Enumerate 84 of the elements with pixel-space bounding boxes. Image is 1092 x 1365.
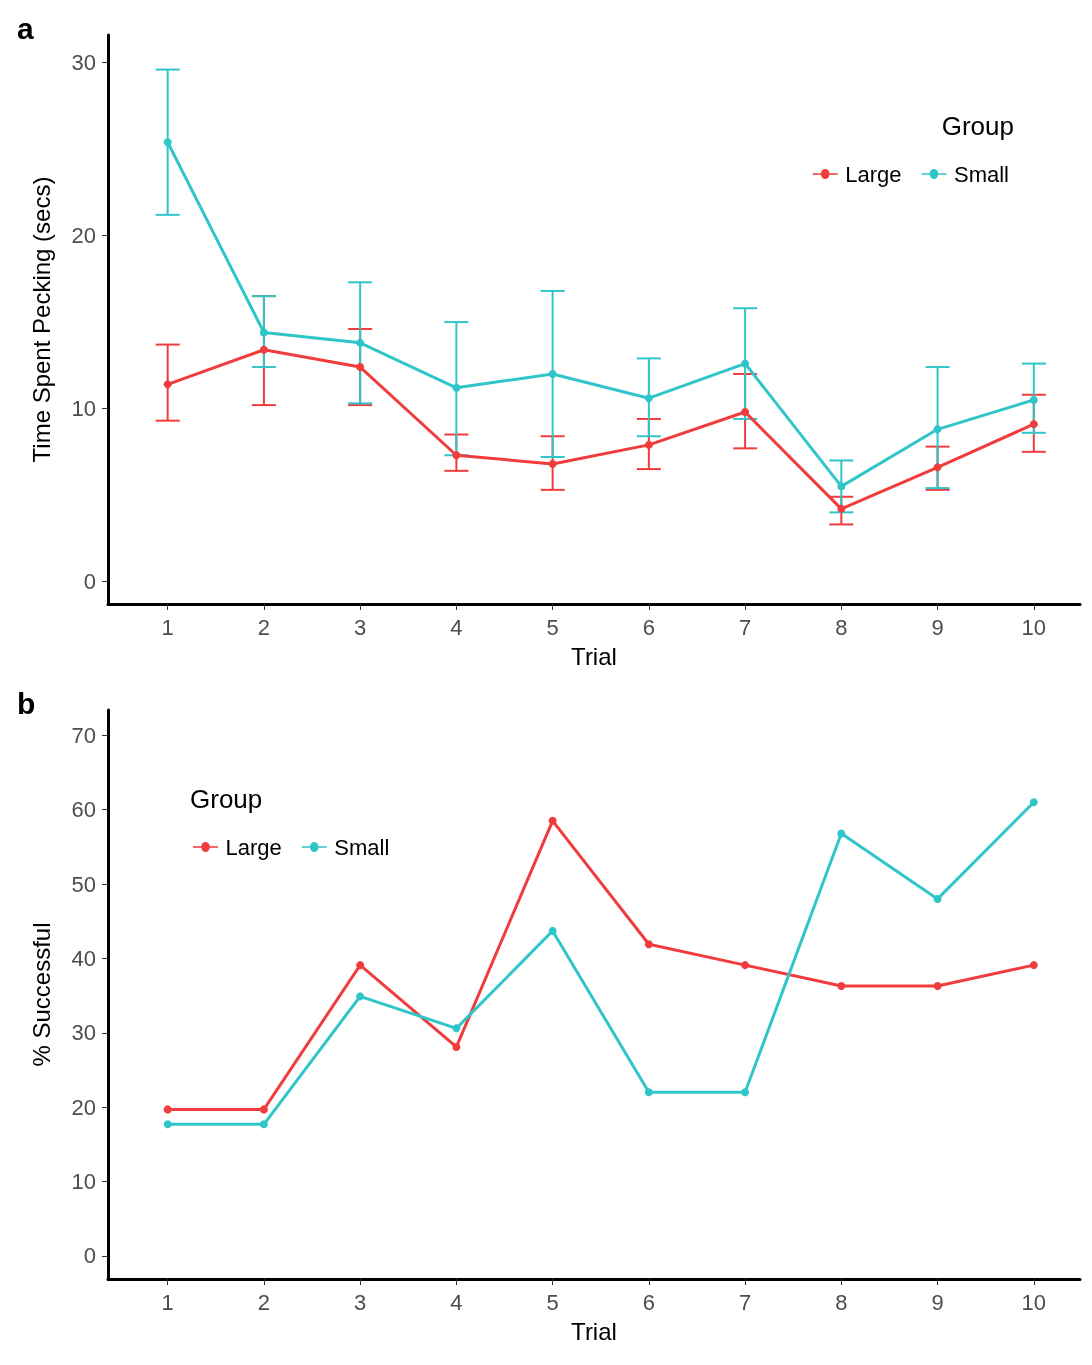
- point: [741, 1088, 750, 1097]
- y-tick-label: 0: [83, 569, 96, 595]
- x-tick-label: 10: [1021, 1289, 1047, 1315]
- point: [452, 451, 461, 460]
- point: [259, 1120, 268, 1129]
- x-tick-label: 7: [738, 1289, 752, 1315]
- x-tick-label: 10: [1021, 614, 1047, 640]
- x-tick-label: 3: [354, 1289, 367, 1315]
- x-tick-label: 6: [642, 614, 655, 640]
- point: [1029, 420, 1038, 429]
- y-axis-title: % Successful: [27, 922, 55, 1067]
- point: [163, 1120, 172, 1129]
- chart-title: b: [17, 686, 36, 720]
- point: [1029, 395, 1038, 404]
- y-tick-label: 40: [71, 945, 96, 971]
- y-tick-label: 10: [71, 1169, 96, 1195]
- point: [741, 961, 750, 970]
- legend-label: Small: [334, 834, 390, 860]
- y-tick-label: 30: [71, 50, 96, 76]
- x-axis-title: Trial: [571, 642, 617, 670]
- x-tick-label: 1: [161, 1289, 174, 1315]
- x-tick-label: 4: [450, 614, 463, 640]
- point: [452, 1024, 461, 1033]
- chart-title: a: [17, 11, 34, 45]
- point: [356, 961, 365, 970]
- x-tick-label: 9: [931, 1289, 944, 1315]
- point: [163, 380, 172, 389]
- x-tick-label: 2: [257, 1289, 271, 1315]
- y-tick-label: 50: [71, 871, 96, 897]
- y-tick-label: 30: [71, 1020, 96, 1046]
- point: [1029, 961, 1038, 970]
- x-tick-label: 4: [450, 1289, 463, 1315]
- x-tick-label: 3: [354, 614, 367, 640]
- point: [259, 1105, 268, 1114]
- x-tick-label: 8: [835, 1289, 848, 1315]
- point: [933, 463, 942, 472]
- y-tick-label: 70: [71, 722, 96, 748]
- point: [644, 1088, 653, 1097]
- point: [837, 504, 846, 513]
- x-tick-label: 9: [931, 614, 944, 640]
- point: [259, 345, 268, 354]
- x-tick-label: 2: [257, 614, 271, 640]
- legend-title: Group: [190, 784, 263, 814]
- point: [548, 926, 557, 935]
- y-axis-title: Time Spent Pecking (secs): [27, 176, 55, 463]
- point: [356, 338, 365, 347]
- point: [741, 359, 750, 368]
- point: [163, 1105, 172, 1114]
- point: [452, 383, 461, 392]
- point: [933, 981, 942, 990]
- y-tick-label: 60: [71, 797, 96, 823]
- point: [548, 459, 557, 468]
- point: [163, 138, 172, 147]
- legend-label: Large: [225, 834, 282, 860]
- point: [548, 369, 557, 378]
- x-tick-label: 1: [161, 614, 174, 640]
- legend-title: Group: [941, 111, 1014, 141]
- x-tick-label: 5: [546, 1289, 559, 1315]
- x-tick-label: 6: [642, 1289, 655, 1315]
- point: [356, 992, 365, 1001]
- point: [644, 394, 653, 403]
- point: [356, 363, 365, 372]
- x-axis-title: Trial: [571, 1317, 617, 1345]
- point: [259, 328, 268, 337]
- point: [1029, 798, 1038, 807]
- point: [644, 940, 653, 949]
- point: [548, 816, 557, 825]
- y-tick-label: 10: [71, 396, 96, 422]
- y-tick-label: 20: [71, 223, 96, 249]
- y-tick-label: 0: [83, 1243, 96, 1269]
- point: [452, 1042, 461, 1051]
- x-tick-label: 7: [738, 614, 752, 640]
- legend-label: Small: [953, 161, 1009, 187]
- point: [741, 408, 750, 417]
- y-tick-label: 20: [71, 1094, 96, 1120]
- point: [644, 440, 653, 449]
- point: [837, 482, 846, 491]
- point: [837, 981, 846, 990]
- point: [933, 425, 942, 434]
- point: [933, 894, 942, 903]
- x-tick-label: 5: [546, 614, 559, 640]
- point: [837, 829, 846, 838]
- legend-label: Large: [845, 161, 902, 187]
- x-tick-label: 8: [835, 614, 848, 640]
